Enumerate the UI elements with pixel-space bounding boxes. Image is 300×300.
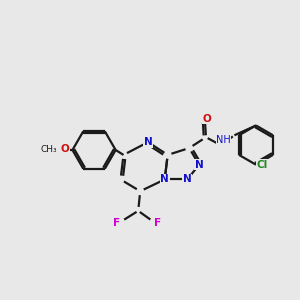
Text: N: N (144, 137, 152, 147)
Text: O: O (202, 114, 211, 124)
Text: N: N (183, 174, 192, 184)
Text: NH: NH (216, 135, 231, 145)
Text: F: F (113, 218, 120, 228)
Text: N: N (195, 160, 203, 170)
Text: F: F (154, 218, 161, 228)
Text: O: O (60, 144, 69, 154)
Text: CH₃: CH₃ (40, 145, 57, 154)
Text: Cl: Cl (256, 160, 268, 170)
Text: N: N (160, 174, 169, 184)
